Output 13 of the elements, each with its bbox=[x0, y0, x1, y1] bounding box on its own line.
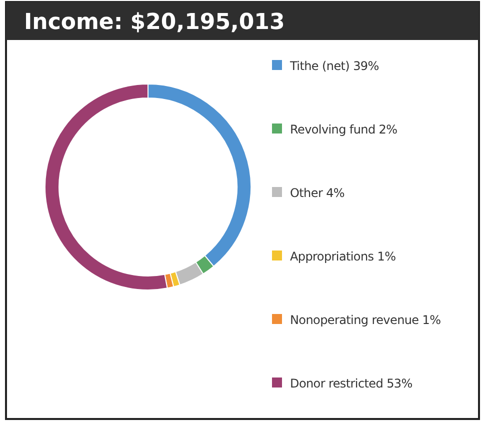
data-label: 4% bbox=[326, 186, 345, 200]
data-label: 39% bbox=[353, 59, 379, 73]
legend-label: Revolving fund bbox=[290, 122, 376, 136]
data-label: 53% bbox=[386, 376, 412, 390]
legend-label: Appropriations bbox=[290, 250, 374, 264]
data-label: 1% bbox=[422, 313, 441, 327]
data-label: 2% bbox=[378, 122, 398, 136]
chart-title: Income: $20,195,013 bbox=[24, 10, 285, 35]
legend-label: Nonoperating revenue bbox=[290, 313, 419, 327]
legend-label: Other bbox=[290, 186, 323, 200]
data-label: 1% bbox=[377, 250, 396, 264]
legend-label: Donor restricted bbox=[290, 376, 384, 390]
legend-label: Tithe (net) bbox=[290, 59, 350, 73]
